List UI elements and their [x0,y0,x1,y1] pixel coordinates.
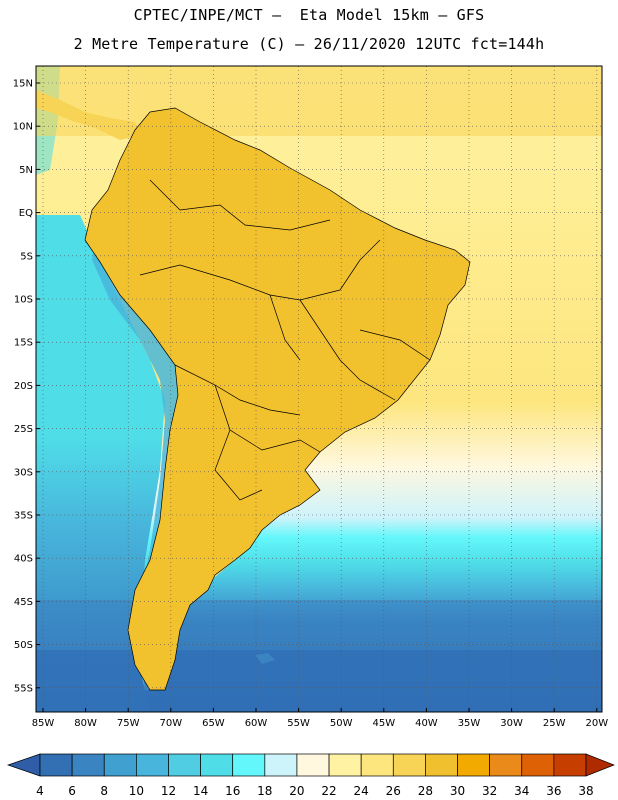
colorbar-label: 32 [482,784,497,798]
lon-label: 60W [245,718,268,729]
colorbar-left-arrow [6,753,41,777]
lat-label: 35S [14,511,33,522]
colorbar-label: 34 [514,784,529,798]
lat-label: 55S [14,683,33,694]
lat-label: 5S [20,251,33,262]
colorbar-swatch [39,753,73,777]
colorbar-swatch [200,753,234,777]
lat-label: 15S [14,338,33,349]
falkland-islands [255,653,275,664]
lat-label: 20S [14,381,33,392]
lon-label: 20W [585,718,608,729]
colorbar-label: 12 [161,784,176,798]
colorbar-label: 30 [450,784,465,798]
chart-title: CPTEC/INPE/MCT – Eta Model 15km – GFS [133,6,485,24]
colorbar-swatch [360,753,394,777]
lon-label: 25W [543,718,566,729]
lat-label: EQ [19,208,33,219]
map-area [36,66,602,712]
colorbar-right-arrow [585,753,615,777]
lat-label: 10N [13,122,33,133]
colorbar-label: 36 [546,784,561,798]
map-frame [35,65,603,713]
lat-label: 10S [14,295,33,306]
colorbar [6,753,615,777]
colorbar-label: 8 [100,784,108,798]
colorbar-swatch [457,753,490,777]
lon-label: 70W [159,718,182,729]
lon-label: 45W [372,718,395,729]
lon-label: 75W [117,718,140,729]
lon-label: 80W [74,718,97,729]
lat-label: 25S [14,424,33,435]
far-south-cold-band [36,650,602,712]
colorbar-label: 16 [225,784,240,798]
lat-label: 30S [14,467,33,478]
lon-label: 55W [287,718,310,729]
colorbar-label: 38 [578,784,593,798]
colorbar-label: 28 [418,784,433,798]
lat-label: 50S [14,640,33,651]
colorbar-label: 14 [193,784,208,798]
lon-label: 50W [330,718,353,729]
lat-label: 5N [19,165,33,176]
lon-label: 40W [415,718,438,729]
colorbar-swatch [489,753,523,777]
country-borders [84,107,471,691]
colorbar-swatch [168,753,201,777]
colorbar-label: 4 [36,784,44,798]
latitude-labels: 15N 10N 5N EQ 5S 10S 15S 20S 25S 30S 35S 40S 45S 50S 5… [13,79,33,695]
colorbar-label: 6 [68,784,76,798]
central-america [36,90,140,140]
lat-label: 45S [14,597,33,608]
lon-label: 30W [500,718,523,729]
colorbar-label: 20 [289,784,304,798]
chart-subtitle: 2 Metre Temperature (C) – 26/11/2020 12U… [73,35,545,53]
colorbar-swatch [71,753,105,777]
colorbar-swatch [521,753,555,777]
lon-label: 85W [32,718,55,729]
colorbar-label: 26 [386,784,401,798]
colorbar-labels: 4 6 8 10 12 14 16 18 20 22 24 26 28 30 32 34 36 38 [36,784,593,798]
colorbar-swatch [328,753,362,777]
colorbar-label: 18 [257,784,272,798]
colorbar-swatch [232,753,266,777]
colorbar-label: 10 [129,784,144,798]
lat-label: 40S [14,554,33,565]
axis-ticks [36,82,598,712]
colorbar-swatch [103,753,137,777]
lon-label: 35W [458,718,481,729]
colorbar-swatch [264,753,298,777]
colorbar-swatch [296,753,330,777]
lon-label: 65W [202,718,225,729]
colorbar-swatch [136,753,169,777]
colorbar-label: 24 [354,784,369,798]
colorbar-label: 22 [321,784,336,798]
colorbar-swatch [553,753,587,777]
longitude-labels: 85W 80W 75W 70W 65W 60W 55W 50W 45W 40W 35W 30W 25W 2… [32,718,609,729]
pacific-ocean-field [36,215,165,712]
colorbar-swatch [392,753,426,777]
lat-label: 15N [13,79,33,90]
colorbar-swatch [425,753,458,777]
